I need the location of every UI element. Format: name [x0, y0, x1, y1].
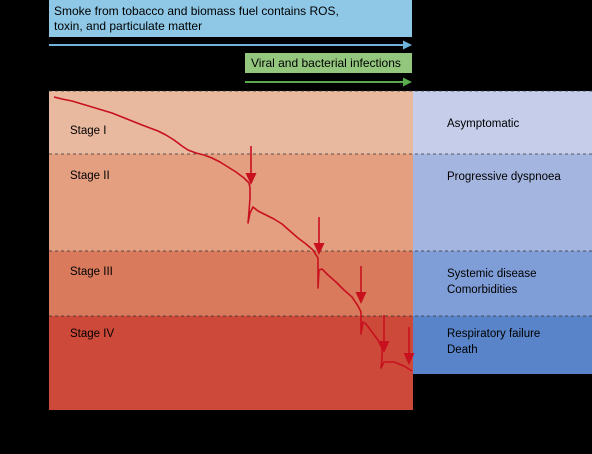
- symptom-4-line2: Death: [447, 344, 478, 356]
- lung-function-decline-curve: [53, 96, 413, 372]
- symptom-band-1: [413, 91, 592, 154]
- infections-timeline-arrow: [245, 77, 412, 87]
- exacerbation-arrow-2: [313, 217, 325, 255]
- symptom-2-line1: Progressive dyspnoea: [447, 171, 561, 183]
- symptom-band-2: [413, 154, 592, 251]
- stage-1-label: Stage I: [70, 125, 107, 137]
- symptom-3-line1: Systemic disease: [447, 268, 537, 280]
- stage-band-4: [49, 316, 413, 410]
- stage-band-2: [49, 154, 413, 251]
- exacerbation-arrow-1: [245, 146, 257, 185]
- symptom-4-label: Respiratory failure Death: [447, 326, 540, 358]
- symptom-2-label: Progressive dyspnoea: [447, 169, 561, 185]
- exacerbation-arrow-5: [403, 327, 415, 365]
- exacerbation-arrow-4: [378, 315, 390, 353]
- smoke-exposure-banner: Smoke from tobacco and biomass fuel cont…: [49, 0, 412, 37]
- stage-2-label: Stage II: [70, 170, 110, 182]
- infections-banner-text: Viral and bacterial infections: [251, 56, 401, 70]
- symptom-1-line1: Asymptomatic: [447, 118, 520, 130]
- symptom-4-line1: Respiratory failure: [447, 328, 541, 340]
- symptom-band-4: [413, 316, 592, 374]
- smoke-banner-text: Smoke from tobacco and biomass fuel cont…: [54, 4, 339, 33]
- symptom-3-label: Systemic disease Comorbidities: [447, 266, 536, 298]
- symptom-3-line2: Comorbidities: [447, 284, 518, 296]
- stage-band-3: [49, 251, 413, 316]
- exacerbation-arrow-3: [355, 266, 367, 304]
- infections-banner: Viral and bacterial infections: [245, 53, 412, 73]
- stage-3-label: Stage III: [70, 266, 113, 278]
- smoke-timeline-arrow: [49, 40, 412, 50]
- symptom-1-label: Asymptomatic: [447, 116, 519, 132]
- symptom-band-3: [413, 251, 592, 316]
- stage-band-1: [49, 91, 413, 154]
- stage-4-label: Stage IV: [70, 328, 115, 340]
